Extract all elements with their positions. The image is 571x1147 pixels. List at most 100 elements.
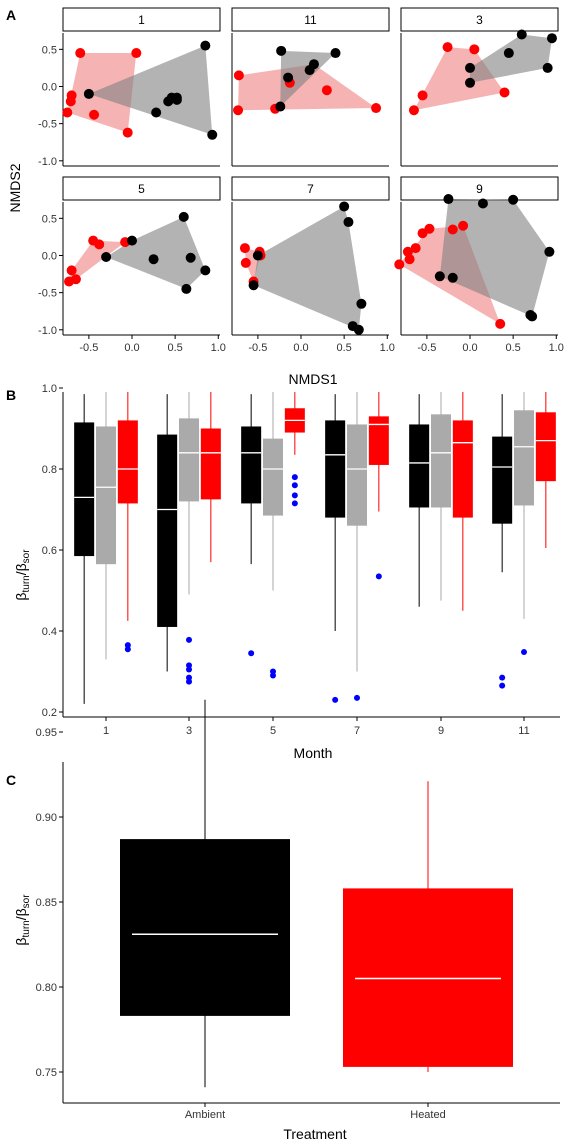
- outlier-point: [499, 682, 506, 689]
- heated-point: [75, 48, 86, 59]
- box-black: [409, 394, 430, 607]
- iqr-box: [179, 418, 199, 502]
- facet-strip: [62, 7, 221, 32]
- facet-11: 11: [231, 7, 390, 167]
- ambient-hull: [253, 206, 362, 330]
- ambient-point: [101, 251, 112, 262]
- box-gray: [431, 392, 451, 601]
- iqr-box: [514, 410, 534, 506]
- y-tick-label: 0.80: [36, 982, 57, 994]
- heated-point: [442, 42, 453, 53]
- ambient-point: [443, 194, 454, 205]
- ambient-point: [508, 194, 519, 205]
- heated-hull: [238, 64, 377, 111]
- x-tick-label: 1.0: [549, 342, 564, 354]
- x-tick-label: 7: [354, 725, 360, 737]
- month-group-1: [74, 392, 138, 704]
- y-tick-label: 0.0: [42, 250, 57, 262]
- month-group-9: [409, 392, 473, 611]
- ambient-point: [465, 77, 476, 88]
- facet-strip: [231, 7, 390, 32]
- ambient-point: [546, 33, 557, 44]
- facet-7: 7 -0.5 0.0 0.5 1.0: [231, 176, 395, 354]
- x-tick-label: 0.5: [505, 342, 520, 354]
- box-black: [74, 394, 95, 704]
- ambient-point: [178, 211, 189, 222]
- month-group-11: [492, 392, 556, 689]
- heated-point: [458, 220, 469, 231]
- ambient-point: [127, 235, 138, 246]
- outlier-point: [375, 573, 382, 580]
- nmds-x-axis-title: NMDS1: [288, 371, 337, 387]
- month-axis-title: Month: [294, 745, 333, 761]
- outlier-point: [291, 492, 298, 499]
- iqr-box: [157, 434, 178, 627]
- ambient-point: [527, 311, 538, 322]
- y-tick-label: 0.5: [42, 213, 57, 225]
- x-tick-label: -0.5: [79, 342, 98, 354]
- y-tick-label: 0.4: [42, 626, 57, 638]
- ambient-point: [434, 271, 445, 282]
- slash-beta: /β: [13, 563, 29, 575]
- x-tick-label: 5: [270, 725, 276, 737]
- heated-point: [495, 318, 506, 329]
- turn-subscript: turn: [21, 575, 32, 592]
- ambient-point: [181, 283, 192, 294]
- ambient-point: [447, 272, 458, 283]
- outlier-point: [291, 482, 298, 489]
- box-black: [241, 394, 262, 565]
- heated-hull: [69, 240, 126, 282]
- facet-strip-label: 1: [138, 13, 145, 27]
- y-tick-label: 0.6: [42, 545, 57, 557]
- ambient-hull: [280, 50, 336, 107]
- slash-beta: /β: [13, 908, 29, 920]
- x-tick-label: 9: [438, 725, 444, 737]
- iqr-box: [535, 412, 556, 482]
- iqr-box: [120, 839, 290, 1016]
- x-tick-label: 1.0: [380, 342, 395, 354]
- x-tick-label: 11: [518, 725, 529, 737]
- iqr-box: [263, 438, 283, 516]
- outlier-point: [291, 474, 298, 481]
- heated-point: [94, 239, 105, 250]
- iqr-box: [241, 426, 262, 504]
- facet-strip-label: 3: [476, 13, 483, 27]
- box-gray: [347, 392, 367, 672]
- outlier-point: [499, 674, 506, 681]
- panel-a-label: A: [6, 7, 16, 23]
- y-tick-label: 0.75: [36, 1067, 57, 1079]
- ambient-point: [542, 62, 553, 73]
- y-tick-label: -0.5: [38, 119, 57, 131]
- x-tick-label: 1: [103, 725, 109, 737]
- iqr-box: [431, 414, 451, 508]
- heated-point: [89, 109, 100, 120]
- y-tick-label: -1.0: [38, 156, 57, 168]
- box-black: [492, 394, 513, 573]
- facet-strip: [400, 7, 559, 32]
- panel-b: B 0.2 0.4 0.6 0.8 1.0 1 3 5 7 9 11 Month βturn/βso…: [6, 383, 560, 761]
- ambient-point: [343, 217, 354, 228]
- box-gray: [96, 392, 116, 660]
- x-tick-label: 0.0: [293, 342, 308, 354]
- outlier-point: [291, 500, 298, 507]
- x-tick-label: Ambient: [185, 1109, 225, 1121]
- month-group-7: [325, 392, 389, 703]
- ambient-point: [252, 250, 263, 261]
- ambient-hull: [88, 45, 213, 135]
- box-black: [157, 394, 178, 672]
- x-tick-label: -0.5: [417, 342, 436, 354]
- ambient-hull: [106, 216, 206, 289]
- ambient-point: [503, 48, 514, 59]
- box-gray: [263, 392, 283, 591]
- box-gray: [179, 392, 199, 595]
- y-tick-label: 0.95: [36, 727, 57, 739]
- outlier-point: [332, 696, 339, 703]
- x-tick-label: 0.0: [462, 342, 477, 354]
- ambient-point: [353, 324, 364, 335]
- x-tick-label: 3: [186, 725, 192, 737]
- beta-ratio-y-title-b: βturn/βsor: [13, 549, 32, 601]
- y-tick-label: 0.8: [42, 464, 57, 476]
- heated-point: [233, 105, 244, 116]
- heated-point: [122, 127, 133, 138]
- facet-3: 3: [400, 7, 559, 167]
